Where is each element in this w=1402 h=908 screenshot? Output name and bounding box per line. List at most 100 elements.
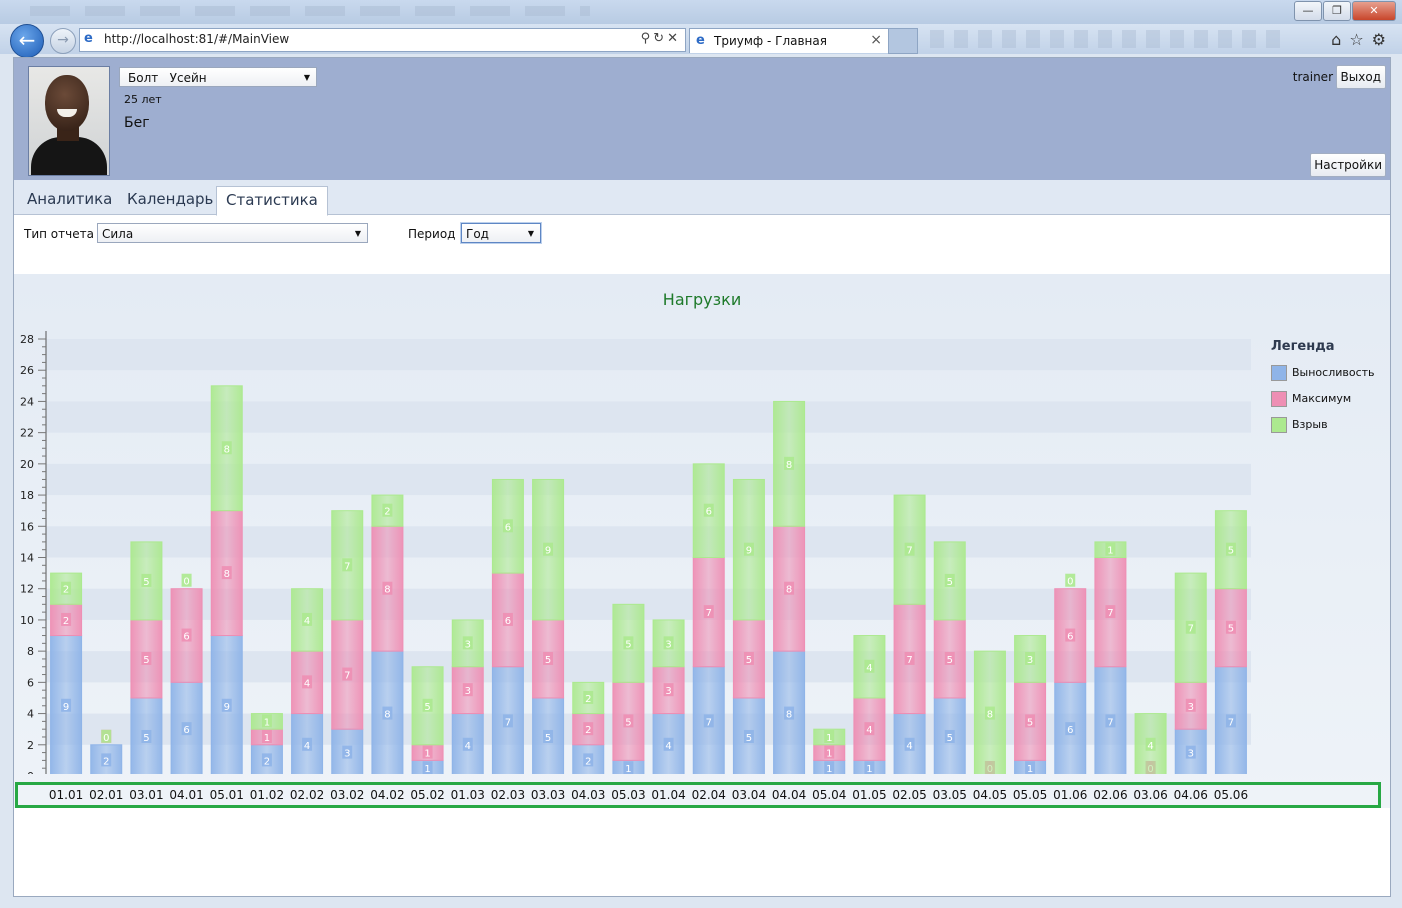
new-tab-button[interactable] — [888, 28, 918, 54]
logout-button[interactable]: Выход — [1335, 65, 1386, 89]
data-label-box — [502, 519, 513, 533]
data-label: 9 — [545, 546, 551, 557]
maximize-button[interactable]: ❐ — [1323, 1, 1351, 21]
address-url[interactable]: http://localhost:81/#/MainView — [104, 32, 290, 46]
main-tabs: Аналитика Календарь Статистика — [14, 180, 1390, 216]
back-button[interactable]: ← — [10, 24, 44, 58]
data-label-box — [784, 581, 795, 595]
data-label: 1 — [826, 749, 832, 760]
data-label-box — [663, 636, 674, 650]
data-label-box — [824, 745, 835, 759]
grid-band — [46, 401, 1251, 433]
legend-swatch — [1271, 417, 1287, 433]
data-label: 3 — [665, 639, 671, 650]
stop-icon[interactable]: ✕ — [667, 31, 681, 46]
data-label: 2 — [585, 756, 591, 767]
data-label: 5 — [947, 733, 953, 744]
data-label: 5 — [545, 655, 551, 666]
data-label-box — [623, 714, 634, 728]
data-label-box — [864, 722, 875, 736]
data-label: 8 — [786, 710, 792, 721]
chart-title: Нагрузки — [662, 290, 742, 309]
data-label-box — [663, 683, 674, 697]
address-tools[interactable]: ⚲↻✕ — [641, 31, 681, 46]
search-icon[interactable]: ⚲ — [640, 31, 654, 46]
x-tick-label: 04.06 — [1173, 788, 1208, 802]
data-label-box — [703, 503, 714, 517]
data-label-box — [904, 737, 915, 751]
report-type-value: Сила — [102, 227, 134, 241]
period-select[interactable]: Год ▼ — [461, 223, 541, 243]
data-label: 1 — [264, 717, 270, 728]
data-label-box — [261, 714, 272, 728]
data-label-box — [61, 698, 72, 712]
data-label-box — [824, 729, 835, 743]
data-label-box — [1065, 722, 1076, 736]
x-tick-label: 04.02 — [370, 788, 405, 802]
menu-bar-ghost — [30, 6, 590, 16]
data-label: 7 — [706, 608, 712, 619]
data-label-box — [784, 706, 795, 720]
close-tab-icon[interactable]: × — [870, 32, 882, 48]
bar-segment — [572, 713, 605, 746]
data-label: 1 — [424, 749, 430, 760]
gear-icon[interactable]: ⚙ — [1371, 30, 1394, 49]
data-label: 4 — [304, 616, 310, 627]
address-bar[interactable]: e http://localhost:81/#/MainView ⚲↻✕ — [79, 28, 686, 52]
favorites-star-icon[interactable]: ☆ — [1349, 30, 1372, 49]
data-label: 7 — [1107, 608, 1113, 619]
legend-swatch — [1271, 365, 1287, 381]
data-label-box — [904, 542, 915, 556]
data-label: 4 — [304, 678, 310, 689]
data-label: 5 — [746, 733, 752, 744]
app-page: Болт Усейн ▼ 25 лет Бег trainer Выход На… — [13, 57, 1391, 897]
y-tick-label: 10 — [20, 614, 34, 627]
legend-title: Легенда — [1271, 339, 1335, 354]
home-icon[interactable]: ⌂ — [1331, 30, 1350, 49]
data-label-box — [1065, 628, 1076, 642]
data-label: 5 — [947, 577, 953, 588]
data-label-box — [382, 503, 393, 517]
tab-analytics[interactable]: Аналитика — [27, 190, 113, 208]
data-label: 2 — [264, 756, 270, 767]
tab-calendar[interactable]: Календарь — [127, 190, 214, 208]
refresh-icon[interactable]: ↻ — [653, 31, 668, 46]
data-label-box — [302, 675, 313, 689]
y-tick-label: 22 — [20, 427, 34, 440]
browser-tab[interactable]: e Триумф - Главная × — [689, 28, 889, 53]
tab-statistics[interactable]: Статистика — [216, 186, 328, 216]
report-type-select[interactable]: Сила ▼ — [97, 223, 368, 243]
stacked-bar-chart: 0246810121416182022242628922200555660988… — [20, 331, 1251, 774]
data-label: 6 — [505, 522, 511, 533]
data-label-box — [904, 651, 915, 665]
data-label: 3 — [1188, 702, 1194, 713]
username: trainer — [1292, 70, 1333, 84]
browser-tab-title: Триумф - Главная — [714, 34, 827, 48]
data-label-box — [101, 753, 112, 767]
data-label: 3 — [465, 639, 471, 650]
chevron-down-icon: ▼ — [303, 73, 310, 82]
toolbar-ghost — [930, 30, 1290, 48]
data-label: 6 — [706, 507, 712, 518]
athlete-select[interactable]: Болт Усейн ▼ — [119, 67, 317, 87]
data-label-box — [743, 729, 754, 743]
data-label: 5 — [625, 639, 631, 650]
minimize-button[interactable]: — — [1294, 1, 1322, 21]
x-tick-label: 01.01 — [48, 788, 84, 802]
close-window-button[interactable]: ✕ — [1352, 1, 1396, 21]
data-label-box — [261, 729, 272, 743]
data-label: 2 — [585, 725, 591, 736]
x-tick-label: 02.06 — [1093, 788, 1128, 802]
settings-button[interactable]: Настройки — [1310, 153, 1386, 177]
data-label: 7 — [1188, 624, 1194, 635]
data-label-box — [663, 737, 674, 751]
data-label: 1 — [1027, 764, 1033, 774]
data-label-box — [141, 573, 152, 587]
data-label-box — [141, 729, 152, 743]
data-label: 6 — [505, 616, 511, 627]
data-label: 5 — [545, 733, 551, 744]
athlete-header: Болт Усейн ▼ 25 лет Бег trainer Выход На… — [14, 58, 1390, 180]
chevron-down-icon: ▼ — [527, 229, 534, 238]
data-label: 8 — [384, 710, 390, 721]
forward-button[interactable]: → — [50, 28, 76, 54]
